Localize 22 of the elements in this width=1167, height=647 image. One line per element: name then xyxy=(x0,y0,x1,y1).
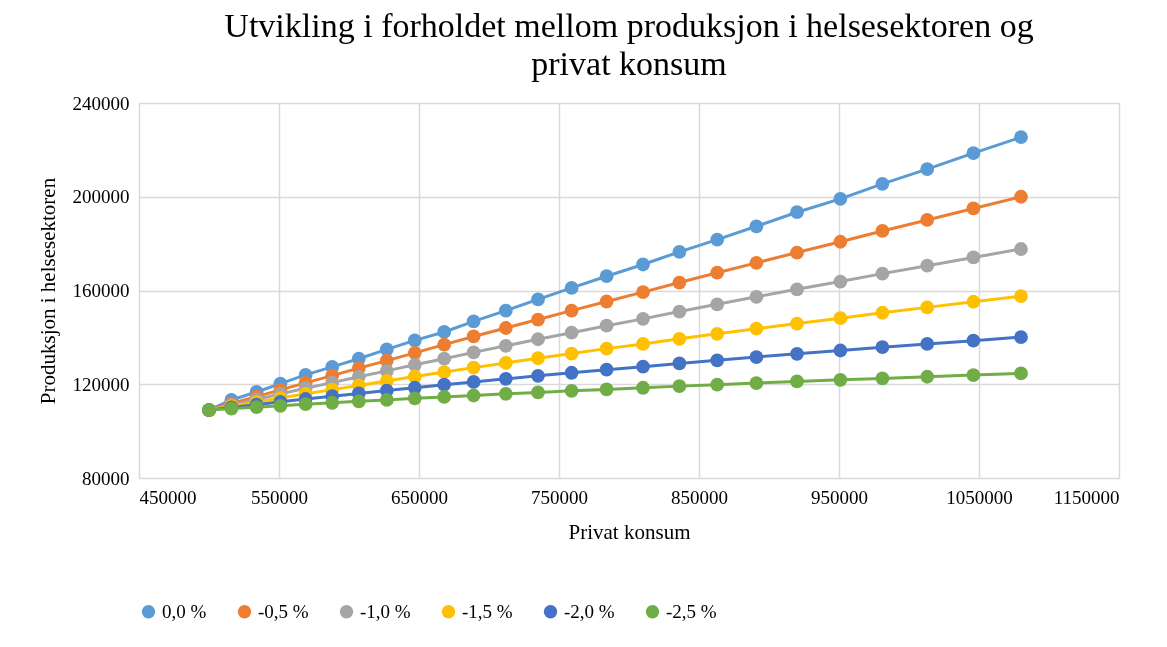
x-tick-label: 1050000 xyxy=(946,486,1013,508)
y-tick-label: 160000 xyxy=(72,280,130,301)
legend-label: -1,0 % xyxy=(360,600,411,622)
y-tick-label: 200000 xyxy=(72,186,130,208)
x-tick-label: 950000 xyxy=(811,486,868,508)
legend-label: -1,5 % xyxy=(462,600,513,622)
x-tick-label: 1150000 xyxy=(1053,486,1120,508)
x-tick-label: 850000 xyxy=(671,486,728,508)
x-tick-label: 550000 xyxy=(251,486,308,508)
legend-label: -2,0 % xyxy=(564,600,615,622)
x-tick-label: 450000 xyxy=(139,486,197,508)
y-tick-label: 120000 xyxy=(72,373,130,395)
x-axis-title: Privat konsum xyxy=(568,519,691,544)
y-tick-label: 80000 xyxy=(82,467,130,489)
x-tick-label: 750000 xyxy=(531,486,588,508)
y-tick-label: 240000 xyxy=(72,92,130,114)
y-axis-title: Produksjon i helsesektoren xyxy=(35,177,60,405)
legend-label: -0,5 % xyxy=(258,600,309,622)
x-tick-label: 650000 xyxy=(391,486,448,508)
chart-title: Utvikling i forholdet mellom produksjon i helsesektoren og privat konsum xyxy=(224,7,1034,82)
legend-label: -2,5 % xyxy=(666,600,717,622)
legend-label: 0,0 % xyxy=(162,600,207,622)
